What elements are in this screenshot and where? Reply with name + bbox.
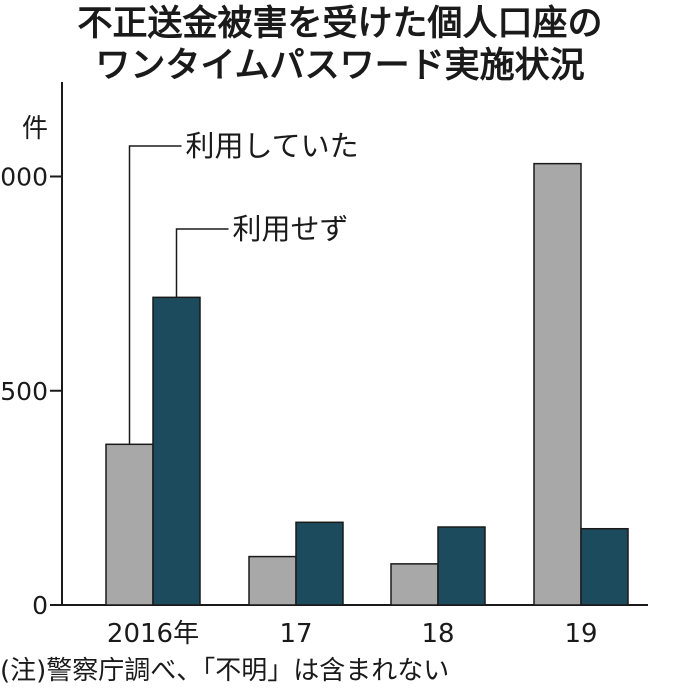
source-note: (注)警察庁調べ、「不明」は含まれない bbox=[0, 656, 450, 686]
y-tick-label: 0 bbox=[32, 591, 48, 620]
bar-used bbox=[105, 443, 154, 606]
bar-not-used bbox=[152, 296, 201, 606]
bar-used bbox=[248, 555, 297, 606]
legend-leader-line bbox=[175, 228, 229, 298]
y-tick-label: 1000 bbox=[0, 163, 48, 192]
bar-used bbox=[390, 563, 439, 606]
bar-not-used bbox=[295, 521, 344, 606]
x-tick-label: 17 bbox=[279, 619, 312, 649]
chart-title-line-1: 不正送金被害を受けた個人口座の bbox=[77, 4, 603, 44]
legend-label: 利用していた bbox=[186, 129, 359, 163]
legend-leader-line bbox=[128, 145, 182, 445]
x-tick-label: 18 bbox=[421, 619, 454, 649]
x-tick-label: 19 bbox=[564, 619, 597, 649]
x-tick-label: 2016年 bbox=[107, 619, 199, 649]
chart-title-line-2: ワンタイムパスワード実施状況 bbox=[95, 46, 585, 86]
y-tick-label: 500 bbox=[0, 377, 48, 406]
bar-not-used bbox=[580, 527, 629, 606]
legend-label: 利用せず bbox=[233, 212, 349, 246]
bar-not-used bbox=[437, 526, 486, 606]
y-axis-unit-label: 件 bbox=[22, 114, 48, 144]
bar-used bbox=[533, 162, 582, 606]
